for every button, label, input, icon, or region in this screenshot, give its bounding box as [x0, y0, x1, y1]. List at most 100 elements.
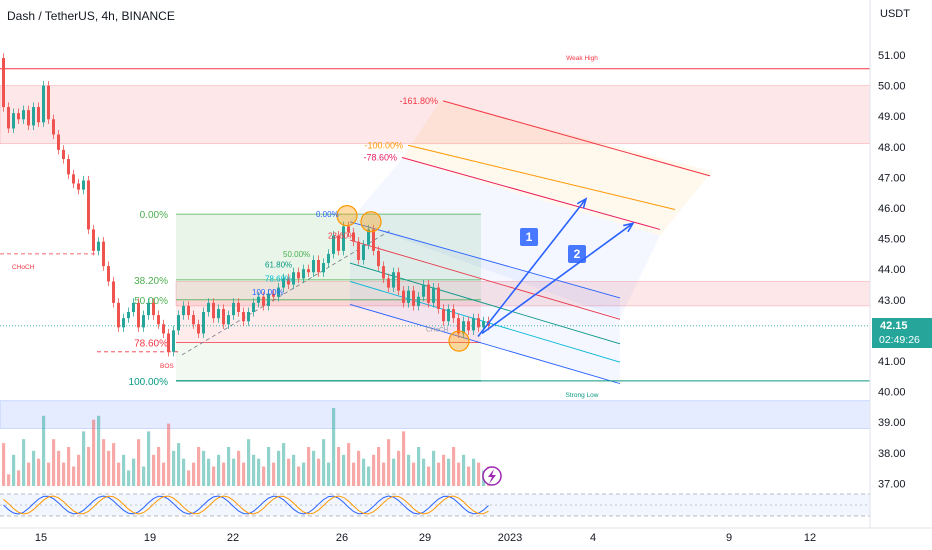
candle-body [332, 235, 335, 254]
volume-bar [432, 450, 436, 486]
volume-bar [297, 466, 301, 486]
candle-body [427, 284, 430, 303]
bos-label: BOS [160, 363, 174, 370]
candle-body [237, 302, 240, 313]
candle-body [387, 278, 390, 288]
choch-label: CHoCH [12, 264, 35, 271]
price-tick-label: 39.00 [878, 417, 906, 429]
candle-body [112, 281, 115, 303]
fib-level-label: 50.00% [134, 296, 168, 307]
candle-body [147, 302, 150, 316]
arrow-label: 1 [526, 230, 533, 244]
overlay-layer: 0.00% 23.60% 50.00% 61.80% 78.60% 100.00% 1 2 [252, 197, 635, 486]
candle-body [92, 229, 95, 251]
candle-body [337, 235, 340, 251]
volume-bar [452, 447, 456, 486]
volume-bar [87, 447, 91, 486]
fib-level-label: 78.60% [134, 339, 168, 350]
candle-body [397, 272, 400, 291]
volume-bar [382, 462, 386, 486]
bar-countdown: 02:49:26 [879, 334, 920, 346]
candle-body [37, 107, 40, 123]
candle-body [17, 113, 20, 120]
volume-bar [437, 462, 441, 486]
candles-layer [2, 53, 490, 357]
volume-bar [282, 443, 286, 486]
candle-body [47, 85, 50, 120]
stoch-d-line [3, 495, 489, 515]
price-tick-label: 44.00 [878, 264, 906, 276]
candle-body [302, 269, 305, 279]
candle-body [87, 180, 90, 230]
volume-bar [407, 454, 411, 486]
arrow-head [623, 222, 635, 233]
candle-body [312, 260, 315, 273]
candle-body [167, 333, 170, 352]
candle-body [442, 308, 445, 322]
pivot-highlight [448, 330, 470, 352]
candle-body [377, 250, 380, 267]
candle-body [262, 296, 265, 306]
price-tick-label: 38.00 [878, 448, 906, 460]
volume-bar [117, 462, 121, 486]
candle-body [407, 290, 410, 303]
volume-bar [107, 450, 111, 486]
volume-bar [347, 443, 351, 486]
candle-body [22, 110, 25, 120]
volume-bar [122, 454, 126, 486]
extension-label: -161.80% [399, 96, 438, 106]
volume-bar [367, 466, 371, 486]
candle-body [272, 293, 275, 297]
symbol-title[interactable]: Dash / TetherUS, 4h, BINANCE [7, 9, 175, 23]
extension-fill [402, 100, 712, 236]
candle-body [277, 287, 280, 297]
price-tick-label: 45.00 [878, 234, 906, 246]
candle-body [372, 229, 375, 251]
volume-bar [152, 454, 156, 486]
candle-body [227, 315, 230, 325]
volume-bar [362, 458, 366, 486]
volume-bar [102, 439, 106, 486]
volume-bar [12, 454, 16, 486]
price-scale-background [870, 0, 932, 550]
extension-line [442, 100, 711, 177]
volume-bar [257, 458, 261, 486]
candle-body [252, 302, 255, 313]
volume-bar [342, 454, 346, 486]
time-axis-background [0, 528, 932, 550]
volume-bar [187, 470, 191, 486]
time-tick-label: 19 [144, 532, 156, 544]
volume-bar [52, 439, 56, 486]
candle-body [287, 278, 290, 285]
volume-bar [447, 458, 451, 486]
volume-bar [252, 454, 256, 486]
arrow-label: 2 [574, 247, 581, 261]
channel-line [349, 221, 621, 299]
volume-bar [182, 458, 186, 486]
candle-body [132, 302, 135, 313]
candle-body [307, 269, 310, 273]
volume-bar [212, 466, 216, 486]
pitchfan-label: 50.00% [283, 250, 310, 259]
pitchfan-label: 78.60% [265, 274, 292, 283]
volume-bar [157, 447, 161, 486]
volume-bar [322, 439, 326, 486]
volume-bar [132, 458, 136, 486]
volume-bar [42, 415, 46, 486]
price-tick-label: 40.00 [878, 387, 906, 399]
volume-bar [232, 458, 236, 486]
price-tick-label: 43.00 [878, 295, 906, 307]
candle-body [392, 272, 395, 288]
volume-bar [352, 462, 356, 486]
candle-body [242, 312, 245, 322]
drawings-layer: 0.00% 38.20% 50.00% 78.60% 100.00% -161.80% -1… [0, 55, 870, 399]
candle-body [292, 272, 295, 285]
candle-body [127, 312, 130, 319]
volume-bar [417, 447, 421, 486]
volume-bar [327, 462, 331, 486]
zone-2 [0, 400, 871, 429]
candle-body [197, 324, 200, 334]
volume-bar [277, 450, 281, 486]
time-tick-label: 26 [336, 532, 348, 544]
